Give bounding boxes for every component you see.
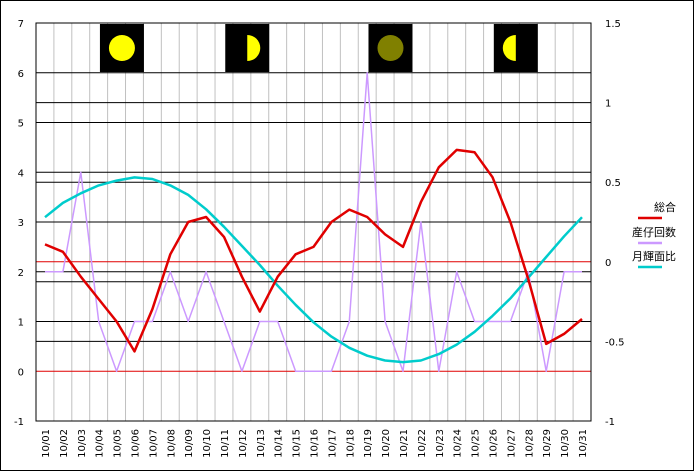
x-tick-label: 10/21 <box>399 429 410 458</box>
x-tick-label: 10/08 <box>166 429 177 458</box>
legend-label-1: 総合 <box>654 200 676 214</box>
x-tick-label: 10/22 <box>417 429 428 458</box>
full-moon-icon <box>99 24 144 72</box>
x-tick-label: 10/10 <box>202 429 213 458</box>
y-left-tick-label: 6 <box>18 69 24 80</box>
y-right-tick-label: 0 <box>605 258 611 269</box>
y-right-tick-label: -1 <box>605 417 615 428</box>
x-tick-label: 10/17 <box>327 429 338 458</box>
half-moon-icon <box>493 24 538 72</box>
x-tick-label: 10/23 <box>435 429 446 458</box>
x-tick-label: 10/19 <box>363 429 374 458</box>
y-right-tick-label: 1 <box>605 99 611 110</box>
new-moon-icon <box>368 24 413 72</box>
legend-label-2: 産仔回数 <box>632 226 676 239</box>
x-tick-label: 10/07 <box>148 429 159 458</box>
y-left-tick-label: 4 <box>18 168 24 179</box>
x-tick-label: 10/24 <box>453 429 464 458</box>
legend-label-3: 月輝面比 <box>632 250 676 263</box>
x-tick-label: 10/18 <box>345 429 356 458</box>
x-tick-label: 10/02 <box>59 429 70 458</box>
y-left-tick-label: 5 <box>18 119 24 130</box>
x-tick-label: 10/06 <box>130 429 141 458</box>
x-tick-label: 10/16 <box>310 429 321 458</box>
y-left-tick-label: 0 <box>18 367 24 378</box>
x-tick-label: 10/28 <box>524 429 535 458</box>
y-left-tick-label: -1 <box>14 417 24 428</box>
y-left-tick-label: 7 <box>18 19 24 30</box>
first-quarter-moon-icon <box>225 24 270 72</box>
series-layer <box>44 72 583 373</box>
x-tick-label: 10/09 <box>184 429 195 458</box>
x-tick-label: 10/26 <box>489 429 500 458</box>
series-line-2 <box>45 72 582 373</box>
x-tick-label: 10/20 <box>381 429 392 458</box>
x-tick-label: 10/27 <box>506 429 517 458</box>
y-left-tick-label: 1 <box>18 318 24 329</box>
x-tick-label: 10/05 <box>113 429 124 458</box>
plot-area-frame <box>35 22 592 422</box>
y-axis-left: -1 0 1 2 3 4 5 6 7 <box>14 19 24 428</box>
x-tick-label: 10/13 <box>256 429 267 458</box>
x-tick-label: 10/03 <box>77 429 88 458</box>
x-axis-labels: 10/01 10/02 10/03 10/04 10/05 10/06 10/07 10/08… <box>41 429 589 458</box>
y-left-tick-label: 3 <box>18 218 24 229</box>
y-right-tick-label: -0.5 <box>605 337 625 348</box>
x-tick-label: 10/14 <box>274 429 285 458</box>
x-tick-label: 10/04 <box>95 429 106 458</box>
x-tick-label: 10/12 <box>238 429 249 458</box>
y-axis-right: -1 -0.5 0 0.5 1 1.5 <box>605 19 625 428</box>
x-tick-label: 10/25 <box>471 429 482 458</box>
x-tick-label: 10/11 <box>220 429 231 458</box>
x-tick-label: 10/29 <box>542 429 553 458</box>
series-line-3 <box>44 176 583 364</box>
x-tick-label: 10/15 <box>292 429 303 458</box>
y-left-tick-label: 2 <box>18 268 24 279</box>
moon-phase-icons <box>99 24 538 72</box>
series-line-1 <box>44 148 583 353</box>
y-right-tick-label: 1.5 <box>605 19 621 30</box>
x-tick-label: 10/01 <box>41 429 52 458</box>
y-right-tick-label: 0.5 <box>605 178 621 189</box>
x-tick-label: 10/31 <box>578 429 589 458</box>
x-tick-label: 10/30 <box>560 429 571 458</box>
